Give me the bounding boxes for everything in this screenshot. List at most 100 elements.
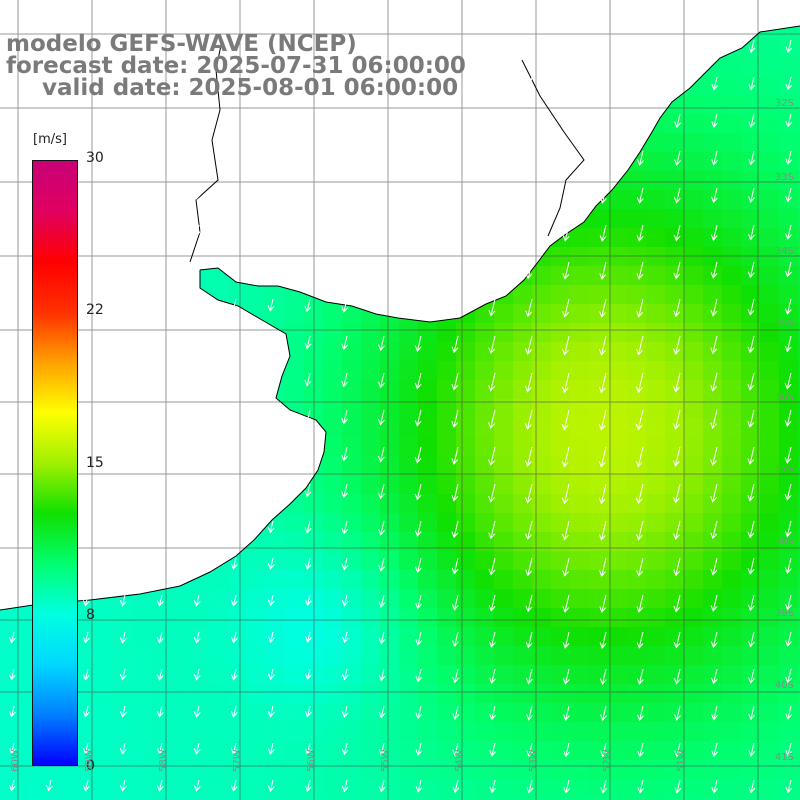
wind-arrow: [525, 594, 533, 613]
wind-speed-cell: [646, 228, 666, 248]
title-model: modelo GEFS-WAVE (NCEP): [6, 31, 357, 57]
wind-speed-cell: [703, 608, 723, 628]
wind-speed-cell: [494, 741, 514, 761]
wind-arrow: [785, 76, 793, 91]
wind-arrow: [415, 76, 423, 90]
wind-speed-cell: [228, 703, 248, 723]
wind-arrow: [674, 76, 682, 91]
wind-arrow: [82, 594, 90, 607]
wind-speed-cell: [627, 342, 647, 362]
wind-speed-cell: [475, 342, 495, 362]
wind-speed-cell: [513, 665, 533, 685]
wind-speed-cell: [703, 551, 723, 571]
wind-speed-cell: [133, 722, 153, 742]
wind-speed-cell: [741, 665, 761, 685]
wind-speed-cell: [665, 532, 685, 552]
wind-speed-cell: [779, 133, 799, 153]
wind-speed-cell: [570, 513, 590, 533]
wind-speed-cell: [456, 551, 476, 571]
wind-arrow: [748, 668, 755, 684]
wind-arrow: [747, 631, 755, 648]
wind-arrow: [156, 594, 164, 607]
wind-speed-cell: [646, 456, 666, 476]
wind-arrow: [119, 150, 127, 163]
title-forecast-date: forecast date: 2025-07-31 06:00:00: [6, 53, 466, 79]
wind-arrow: [82, 557, 90, 570]
wind-arrow: [82, 631, 90, 644]
wind-speed-cell: [494, 513, 514, 533]
wind-speed-cell: [589, 361, 609, 381]
wind-speed-cell: [646, 361, 666, 381]
wind-arrow: [82, 298, 90, 311]
wind-speed-cell: [722, 209, 742, 229]
wind-arrow: [415, 224, 423, 240]
wind-speed-cell: [779, 722, 799, 742]
wind-speed-cell: [342, 608, 362, 628]
wind-arrow: [82, 150, 90, 163]
wind-arrow: [8, 261, 16, 274]
wind-speed-cell: [342, 646, 362, 666]
wind-speed-cell: [779, 171, 799, 191]
wind-speed-cell: [760, 513, 780, 533]
wind-arrow: [304, 335, 312, 350]
wind-arrow: [119, 298, 127, 311]
wind-arrow: [600, 113, 608, 129]
wind-arrow: [8, 483, 16, 496]
longitude-label: 51W: [676, 749, 687, 772]
wind-speed-cell: [646, 513, 666, 533]
wind-arrow: [415, 631, 423, 646]
wind-speed-cell: [285, 798, 305, 800]
wind-speed-cell: [456, 741, 476, 761]
wind-speed-cell: [532, 722, 552, 742]
wind-speed-cell: [76, 627, 96, 647]
wind-speed-cell: [760, 38, 780, 58]
wind-speed-cell: [551, 247, 571, 267]
wind-speed-cell: [779, 646, 799, 666]
wind-speed-cell: [323, 418, 343, 438]
wind-arrow: [488, 298, 496, 317]
wind-speed-cell: [380, 437, 400, 457]
wind-arrow: [193, 594, 201, 607]
wind-speed-cell: [475, 760, 495, 780]
wind-speed-cell: [779, 570, 799, 590]
wind-speed-cell: [456, 361, 476, 381]
wind-speed-cell: [627, 532, 647, 552]
wind-arrow: [452, 631, 459, 648]
wind-speed-cell: [171, 589, 191, 609]
wind-arrow: [304, 409, 312, 424]
wind-speed-cell: [285, 684, 305, 704]
wind-speed-cell: [779, 361, 799, 381]
wind-speed-cell: [513, 475, 533, 495]
wind-arrow: [341, 224, 349, 239]
wind-speed-cell: [437, 456, 457, 476]
wind-speed-cell: [551, 798, 571, 800]
wind-arrow: [636, 631, 644, 649]
wind-arrow: [562, 261, 570, 280]
wind-arrow: [525, 224, 533, 242]
wind-arrow: [784, 446, 792, 464]
wind-speed-cell: [228, 589, 248, 609]
wind-speed-cell: [95, 779, 115, 799]
wind-speed-cell: [684, 475, 704, 495]
wind-speed-cell: [646, 342, 666, 362]
wind-arrow: [304, 76, 312, 90]
wind-speed-cell: [684, 684, 704, 704]
wind-speed-cell: [456, 418, 476, 438]
wind-speed-cell: [361, 722, 381, 742]
wind-arrow: [747, 557, 755, 575]
wind-speed-cell: [665, 760, 685, 780]
wind-speed-cell: [494, 456, 514, 476]
wind-speed-cell: [779, 760, 799, 780]
wind-arrow: [526, 113, 534, 129]
wind-speed-cell: [76, 646, 96, 666]
wind-speed-cell: [342, 494, 362, 514]
wind-speed-cell: [361, 513, 381, 533]
wind-arrow: [488, 224, 496, 241]
wind-arrow: [230, 446, 238, 460]
wind-speed-cell: [741, 608, 761, 628]
wind-speed-cell: [171, 760, 191, 780]
wind-speed-cell: [171, 665, 191, 685]
wind-arrow: [414, 372, 422, 390]
wind-speed-cell: [437, 798, 457, 800]
wind-speed-cell: [722, 285, 742, 305]
